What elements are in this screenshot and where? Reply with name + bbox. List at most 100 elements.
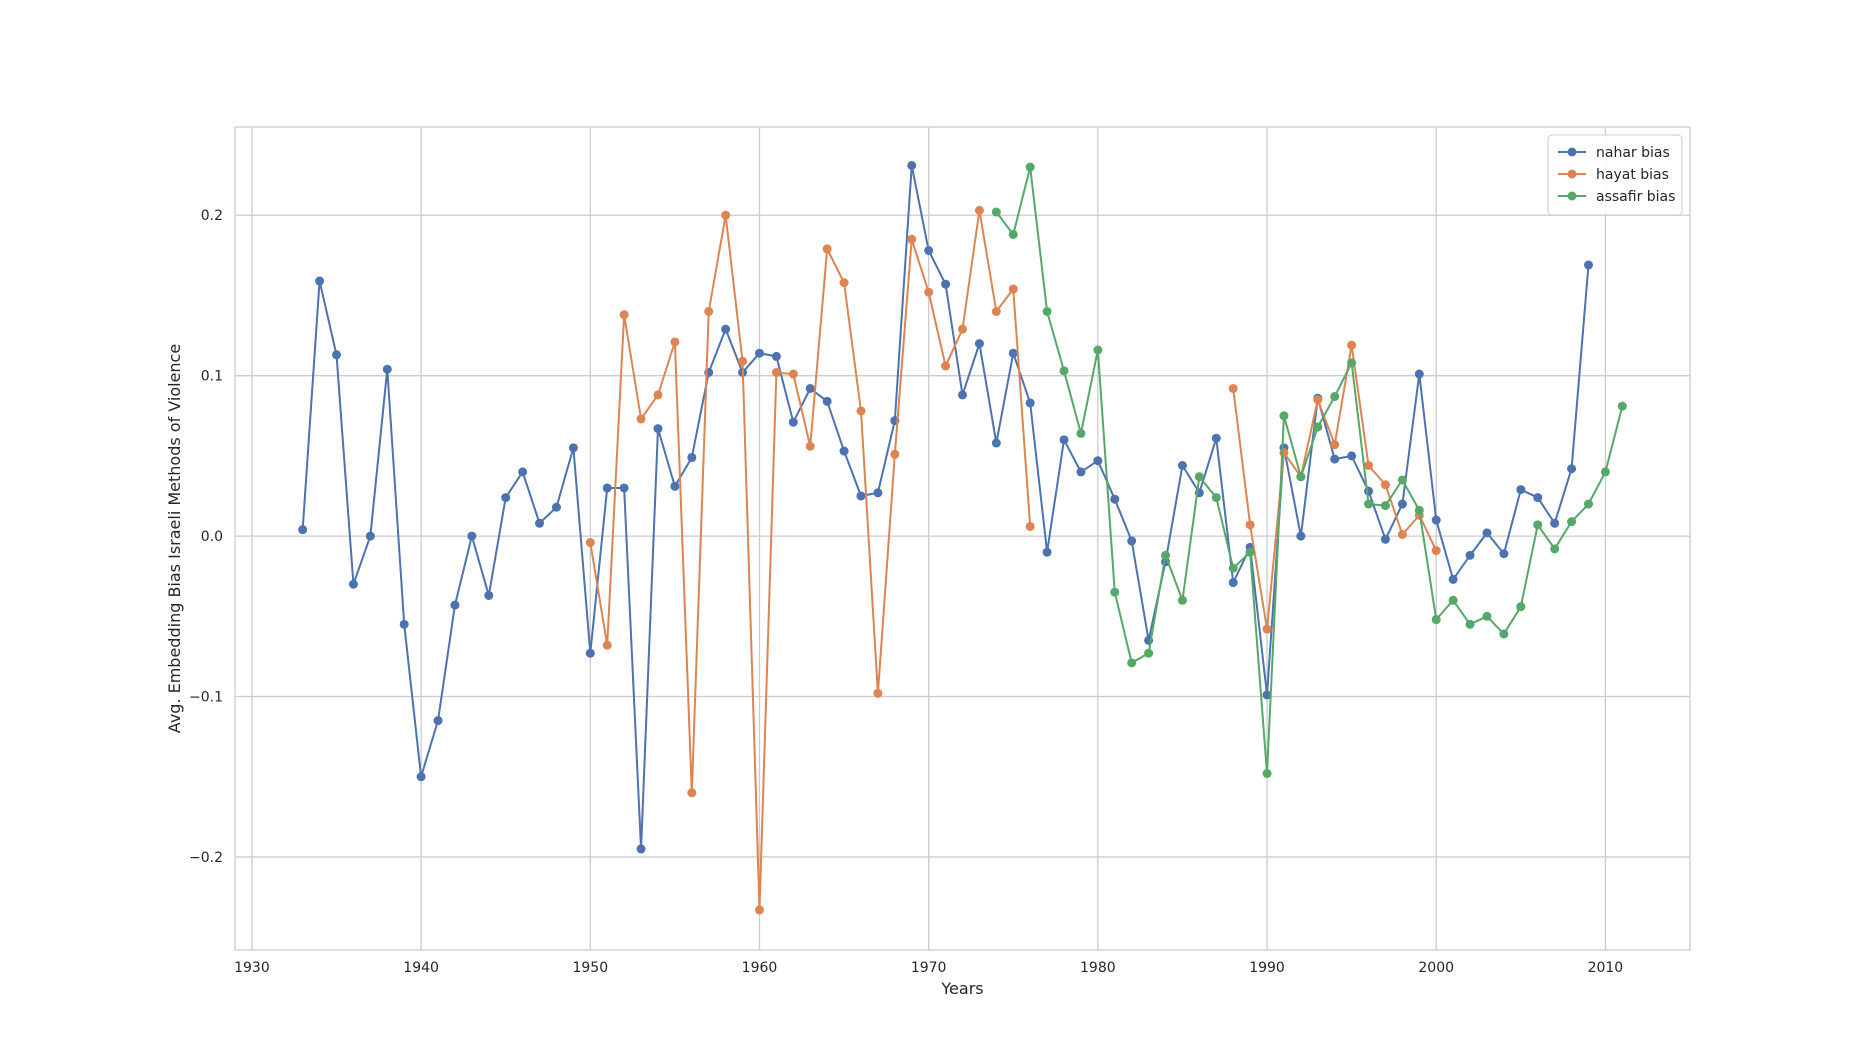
data-point xyxy=(636,844,646,854)
series-assafir-bias xyxy=(991,162,1627,779)
data-point xyxy=(1533,520,1543,530)
data-point xyxy=(1262,624,1272,634)
data-point xyxy=(1127,536,1137,546)
data-point xyxy=(873,488,883,498)
data-point xyxy=(1380,480,1390,490)
data-point xyxy=(1482,611,1492,621)
data-point xyxy=(1330,440,1340,450)
legend-label: nahar bias xyxy=(1596,145,1670,161)
data-point xyxy=(907,234,917,244)
data-point xyxy=(1025,521,1035,531)
data-point xyxy=(1161,550,1171,560)
data-point xyxy=(1313,395,1323,405)
data-point xyxy=(535,518,545,528)
x-tick-label: 1970 xyxy=(911,960,947,976)
data-point xyxy=(856,406,866,416)
data-point xyxy=(568,443,578,453)
data-point xyxy=(974,205,984,215)
x-tick-label: 1960 xyxy=(742,960,778,976)
data-point xyxy=(1347,340,1357,350)
data-point xyxy=(1093,345,1103,355)
legend-item: nahar bias xyxy=(1558,145,1670,161)
x-tick-label: 1990 xyxy=(1249,960,1285,976)
legend-label: assafir bias xyxy=(1596,189,1675,205)
data-point xyxy=(501,493,511,503)
data-point xyxy=(1296,531,1306,541)
data-point xyxy=(1347,358,1357,368)
x-tick-label: 1940 xyxy=(403,960,439,976)
data-point xyxy=(653,424,663,434)
data-point xyxy=(1380,534,1390,544)
data-point xyxy=(1144,648,1154,658)
data-point xyxy=(1617,401,1627,411)
data-point xyxy=(738,356,748,366)
data-point xyxy=(1177,595,1187,605)
data-point xyxy=(1364,486,1374,496)
data-point xyxy=(1533,493,1543,503)
data-point xyxy=(1600,467,1610,477)
data-point xyxy=(1262,769,1272,779)
data-point xyxy=(958,324,967,334)
data-point xyxy=(1110,587,1120,597)
data-point xyxy=(1465,550,1475,560)
data-point xyxy=(1347,451,1357,461)
data-point xyxy=(1228,383,1238,393)
data-point xyxy=(332,350,342,360)
data-point xyxy=(399,619,409,629)
data-point xyxy=(365,531,375,541)
data-point xyxy=(416,772,426,782)
data-point xyxy=(822,244,832,254)
data-point xyxy=(1330,454,1340,464)
data-point xyxy=(467,531,477,541)
data-point xyxy=(1448,574,1458,584)
data-point xyxy=(1025,162,1035,172)
data-point xyxy=(585,648,595,658)
data-point xyxy=(704,306,714,316)
legend-marker xyxy=(1567,191,1577,201)
data-point xyxy=(941,361,951,371)
data-point xyxy=(1059,435,1069,445)
data-point xyxy=(1245,547,1255,557)
data-point xyxy=(433,716,443,726)
data-point xyxy=(839,278,849,288)
data-point xyxy=(585,538,595,548)
data-point xyxy=(1465,619,1475,629)
data-point xyxy=(1211,493,1221,503)
y-tick-label: −0.2 xyxy=(189,850,223,866)
legend: nahar bias hayat bias assafir bias xyxy=(1547,134,1683,216)
data-point xyxy=(551,502,561,512)
data-point xyxy=(1008,284,1018,294)
data-point xyxy=(518,467,528,477)
series-lines xyxy=(298,161,1627,915)
data-point xyxy=(1228,563,1238,573)
data-point xyxy=(1397,529,1407,539)
data-point xyxy=(1025,398,1035,408)
data-point xyxy=(602,483,612,493)
data-point xyxy=(1431,515,1441,525)
data-point xyxy=(1380,501,1390,511)
data-point xyxy=(653,390,663,400)
y-axis-ticks: −0.2 −0.1 0.0 0.1 0.2 xyxy=(189,208,223,866)
data-point xyxy=(484,590,494,600)
data-point xyxy=(974,339,984,349)
data-point xyxy=(721,210,731,220)
legend-item: hayat bias xyxy=(1558,167,1669,183)
data-point xyxy=(1059,366,1069,376)
data-point xyxy=(1076,467,1086,477)
data-point xyxy=(924,246,934,256)
data-point xyxy=(348,579,358,589)
data-point xyxy=(670,481,680,491)
plot-area-frame xyxy=(234,126,1691,951)
data-point xyxy=(788,417,798,427)
data-point xyxy=(1364,461,1374,471)
data-point xyxy=(619,483,629,493)
data-point xyxy=(602,640,612,650)
data-point xyxy=(1008,348,1018,358)
data-point xyxy=(1397,499,1407,509)
data-point xyxy=(1550,518,1560,528)
data-point xyxy=(1296,472,1306,482)
data-point xyxy=(1177,461,1187,471)
data-point xyxy=(1414,505,1424,515)
